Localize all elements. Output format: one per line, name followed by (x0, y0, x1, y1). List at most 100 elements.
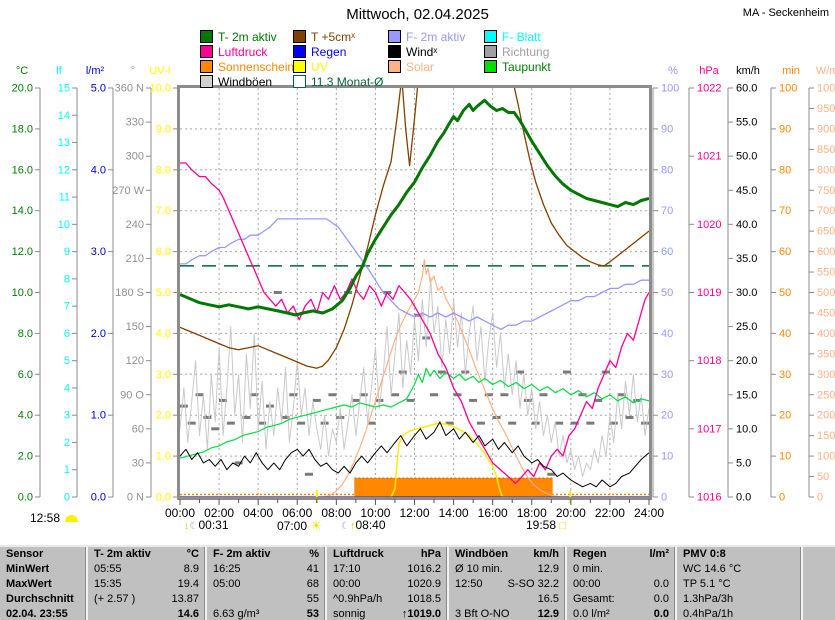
table-cell: Sensor (6, 548, 44, 560)
svg-text:2.0: 2.0 (18, 451, 33, 463)
svg-text:750: 750 (817, 185, 835, 197)
table-cell: 1.3hPa/3h (683, 593, 734, 605)
svg-text:8.0: 8.0 (18, 328, 33, 340)
table-row: 05:00 68 (207, 577, 325, 592)
table-row: PMV 0:8 (677, 547, 801, 562)
svg-text:0.0: 0.0 (736, 492, 751, 504)
svg-text:10: 10 (779, 451, 791, 463)
svg-text:16.0: 16.0 (12, 164, 33, 176)
table-row: 16.5 (449, 592, 565, 607)
table-cell: 1018.5 (407, 593, 441, 605)
svg-text:7: 7 (64, 301, 70, 313)
svg-text:60.0: 60.0 (736, 83, 757, 95)
svg-text:90: 90 (779, 123, 791, 135)
svg-text:5.0: 5.0 (156, 287, 171, 299)
table-cell: 05:00 (213, 578, 241, 590)
table-cell: 53 (306, 608, 319, 620)
svg-text:min: min (782, 65, 800, 77)
table-cell: 00:00 (333, 578, 361, 590)
svg-text:14.0: 14.0 (12, 205, 33, 217)
svg-text:180 S: 180 S (115, 287, 144, 299)
svg-text:350: 350 (817, 348, 835, 360)
current-time-label: 12:58 (30, 511, 61, 525)
table-cell: Durchschnitt (6, 593, 74, 605)
svg-text:500: 500 (817, 287, 835, 299)
svg-text:6.0: 6.0 (18, 369, 33, 381)
svg-text:900: 900 (817, 123, 835, 135)
table-cell: 16.5 (537, 593, 559, 605)
table-row: 14.6 (88, 607, 205, 620)
current-time: 12:58 (30, 511, 79, 525)
table-row: 3 Bft O-NO 12.9 (449, 607, 565, 620)
svg-text:08:00: 08:00 (321, 506, 351, 520)
legend-item-wind: Windˣ (388, 45, 437, 59)
table-cell: 0.0 (653, 608, 669, 620)
table-cell: S-SO 32.2 (507, 578, 559, 590)
svg-text:30: 30 (779, 369, 791, 381)
table-col-t-2m-aktiv: T- 2m aktiv °C 05:55 8.9 15:35 19.4 (+ 2.57 ) 1… (86, 547, 205, 620)
legend-item-solar: Solar (388, 60, 434, 74)
svg-text:06:00: 06:00 (282, 506, 312, 520)
legend-label: F- 2m aktiv (406, 29, 466, 44)
table-row: 0.4hPa/1h (677, 607, 801, 620)
svg-text:0: 0 (779, 492, 785, 504)
table-row: Ø 10 min. 12.9 (449, 562, 565, 577)
svg-text:200: 200 (817, 410, 835, 422)
svg-text:11: 11 (59, 192, 70, 204)
table-row: 1.3hPa/3h (677, 592, 801, 607)
table-cell: hPa (420, 548, 441, 560)
table-cell: 12.9 (537, 608, 559, 620)
axis-windspeed: km/h 60.0 55.0 50.0 45.0 40.0 35.0 30.0 25.0 20.0… (727, 65, 760, 504)
table-cell: 0.4hPa/1h (683, 608, 734, 620)
table-col-pmv: PMV 0:8 WC 14.6 °C TP 5.1 °C 1.3hPa/3h 0.4hP… (675, 547, 801, 620)
table-cell: 68 (306, 578, 319, 590)
legend-item-f-blatt: F- Blatt (484, 30, 541, 44)
series-uv (180, 422, 649, 497)
svg-text:10: 10 (661, 451, 673, 463)
svg-text:9.0: 9.0 (156, 123, 171, 135)
svg-text:14:00: 14:00 (439, 506, 469, 520)
svg-text:700: 700 (817, 205, 835, 217)
svg-text:70: 70 (779, 205, 791, 217)
table-row: Luftdruck hPa (327, 547, 447, 562)
svg-text:60: 60 (132, 423, 144, 435)
svg-text:360 N: 360 N (115, 83, 144, 95)
table-col-regen: Regen l/m² 0 min. 00:00 0.0 Gesamt: 0.0 0.0 l/m… (565, 547, 675, 620)
legend-swatch (293, 45, 306, 58)
svg-text:80: 80 (779, 164, 791, 176)
svg-text:90 O: 90 O (120, 389, 144, 401)
table-row: 55 (207, 592, 325, 607)
table-cell: 14.6 (177, 608, 199, 620)
moon-icon: ☾ (341, 521, 350, 532)
svg-text:W/m²: W/m² (816, 65, 835, 77)
svg-text:20: 20 (661, 410, 673, 422)
svg-text:10.0: 10.0 (736, 423, 757, 435)
table-cell: 0.0 (653, 593, 669, 605)
svg-text:km/h: km/h (736, 65, 760, 77)
table-cell: Regen (573, 548, 607, 560)
legend-item-sonnenschein: Sonnenschein (200, 60, 294, 74)
svg-text:9: 9 (64, 246, 70, 258)
svg-text:90: 90 (661, 123, 673, 135)
svg-text:l/m²: l/m² (86, 65, 105, 77)
svg-text:1019: 1019 (697, 287, 721, 299)
table-cell: 17:10 (333, 563, 361, 575)
legend-swatch (200, 60, 213, 73)
marker-moonset: ↓☾00:31 (184, 518, 229, 532)
svg-text:450: 450 (817, 307, 835, 319)
legend-item-regen: Regen (293, 45, 346, 59)
svg-text:12: 12 (58, 164, 70, 176)
moon-icon: ☾ (189, 521, 199, 532)
svg-text:10: 10 (58, 219, 70, 231)
table-cell: MinWert (6, 563, 50, 575)
svg-text:2.0: 2.0 (156, 410, 171, 422)
table-cell: 16:25 (213, 563, 241, 575)
table-row: WC 14.6 °C (677, 562, 801, 577)
legend-item-t-5cm: T +5cmˣ (293, 30, 355, 44)
page-title: Mittwoch, 02.04.2025 (346, 6, 489, 23)
svg-text:5: 5 (64, 355, 70, 367)
svg-text:18:00: 18:00 (517, 506, 547, 520)
table-row: 0.0 l/m² 0.0 (567, 607, 675, 620)
